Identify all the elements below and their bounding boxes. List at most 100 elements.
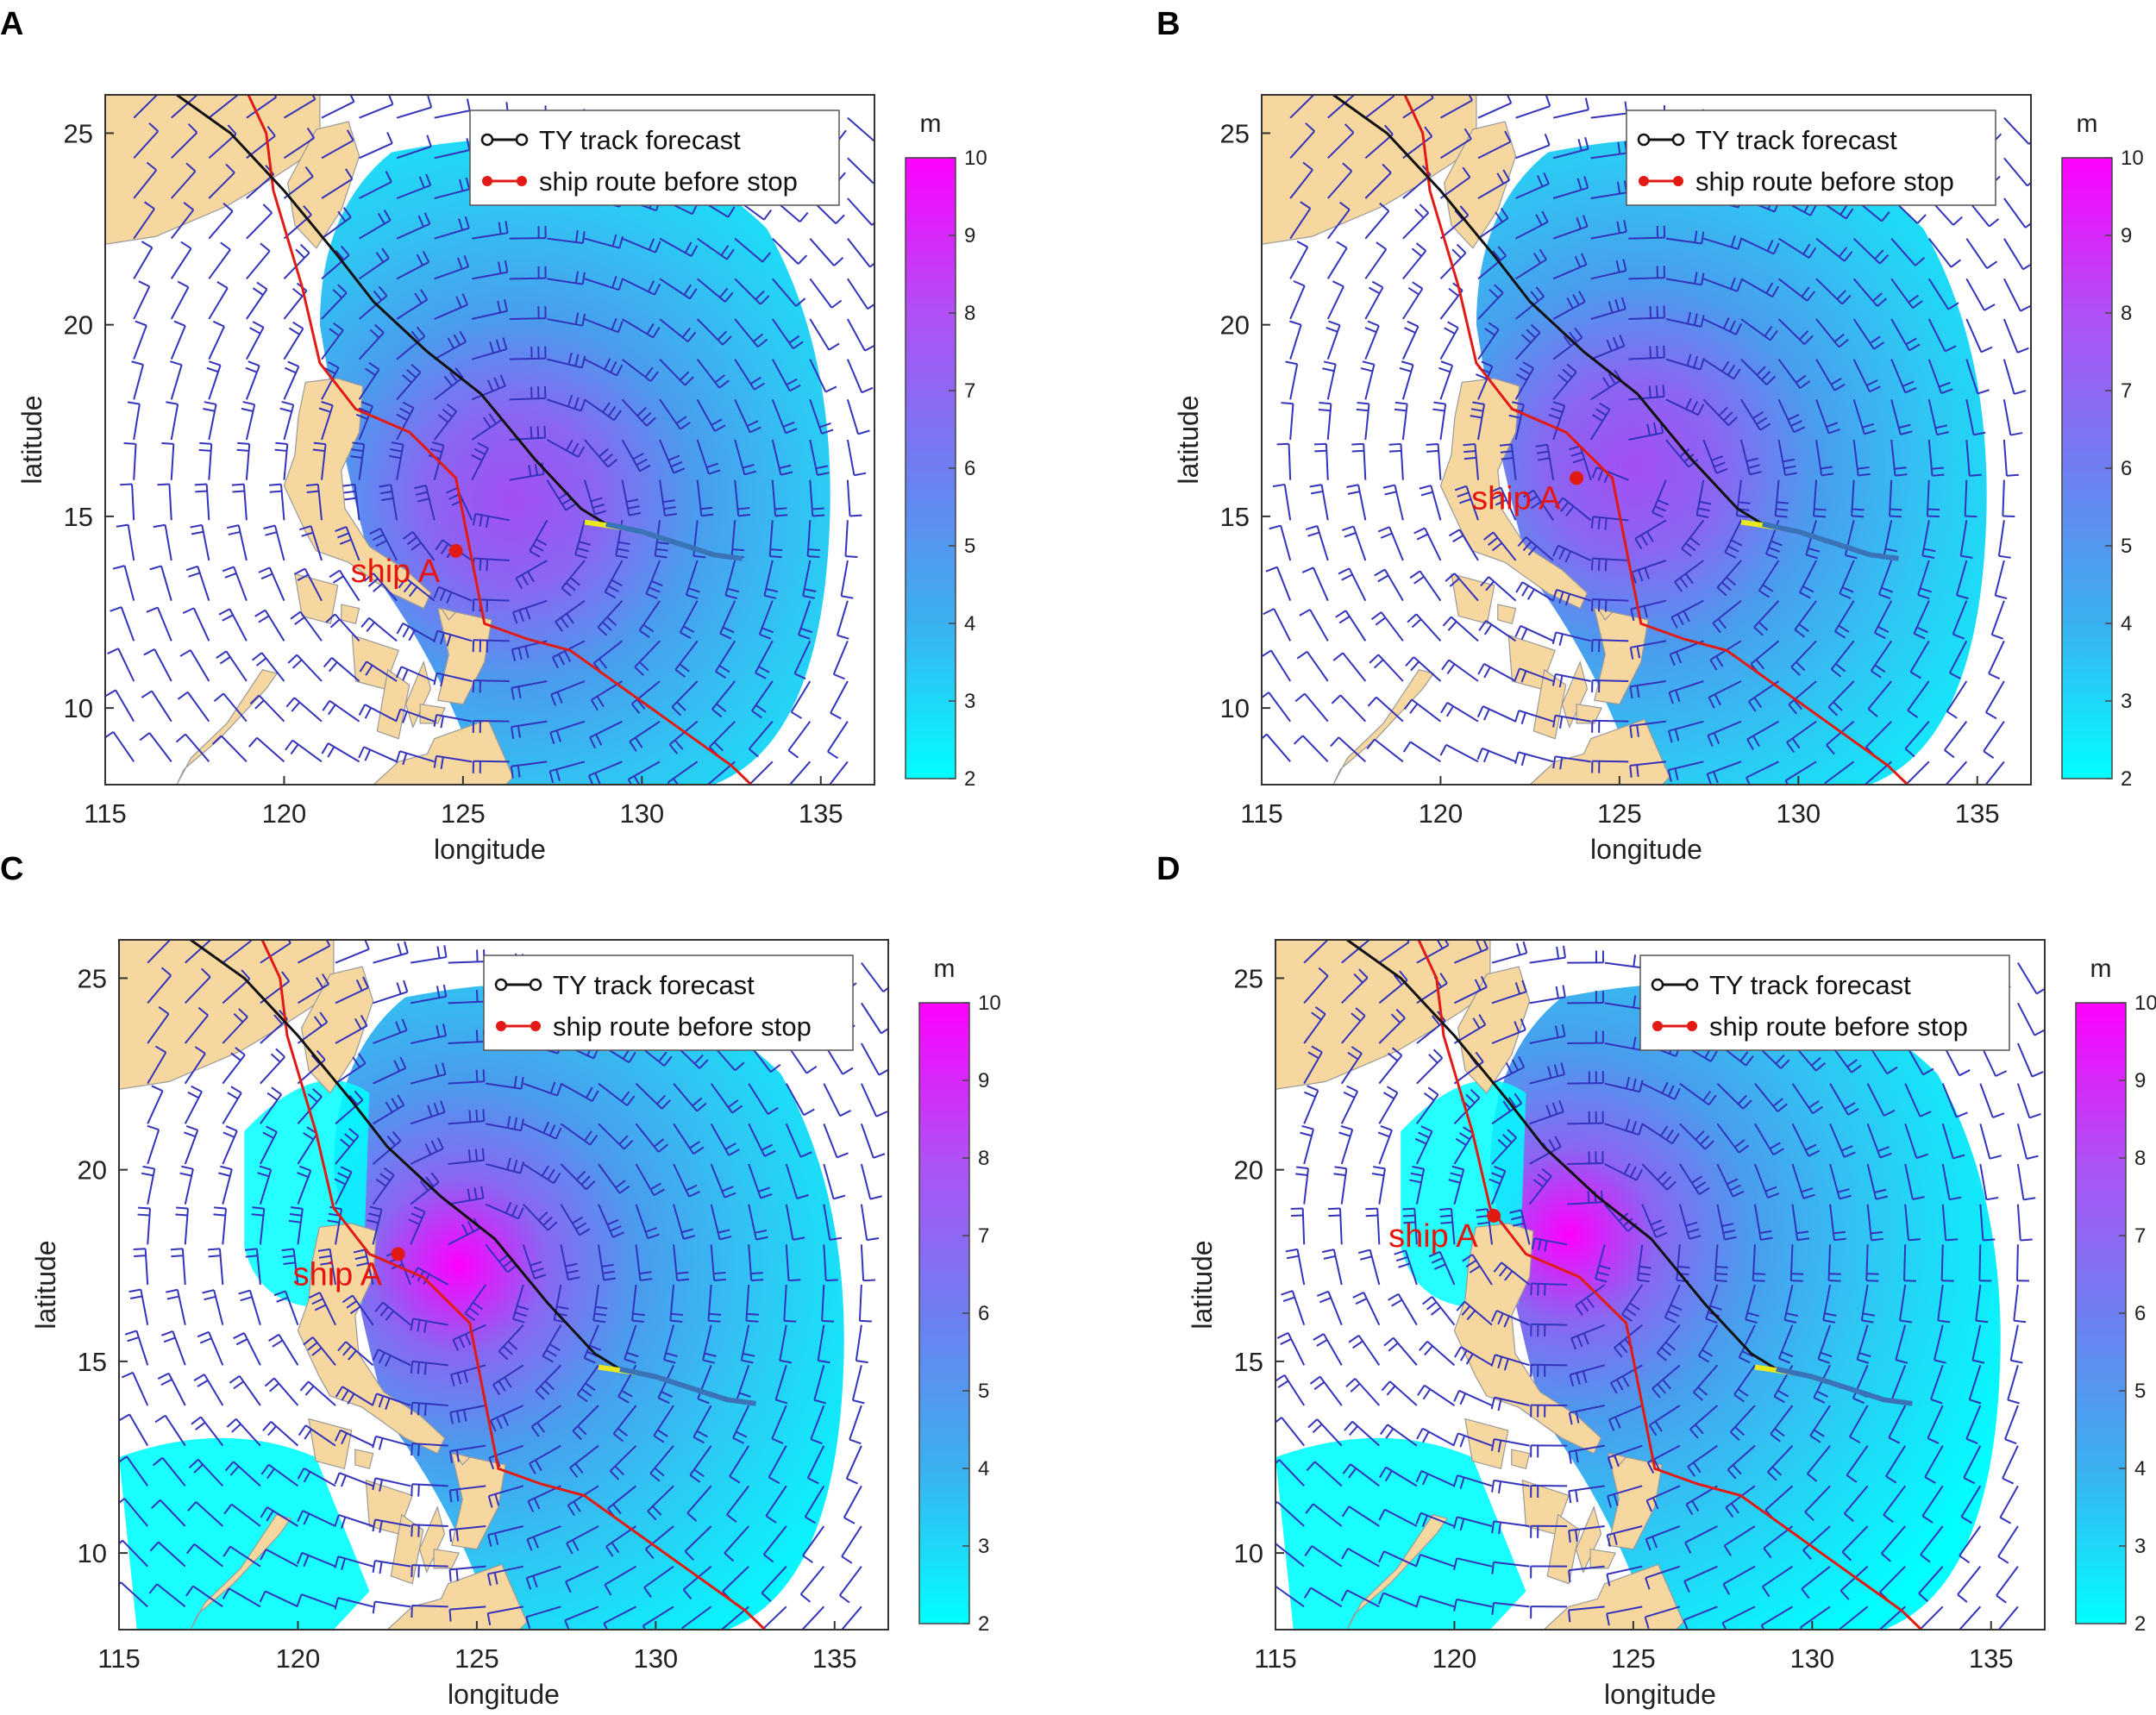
wind-barb-flag [549, 1081, 556, 1094]
wind-barb-flag [1455, 1137, 1467, 1146]
wind-barb [345, 1341, 374, 1367]
wind-barb-flag [1650, 1219, 1663, 1226]
wind-barb-flag [1493, 1261, 1502, 1273]
wind-barb-flag [473, 448, 486, 455]
wind-barb-flag [311, 1298, 323, 1305]
wind-barb-flag [810, 1438, 823, 1445]
wind-barb-flag [1575, 1489, 1579, 1503]
wind-barb-flag [1304, 1545, 1313, 1557]
wind-barb-flag [1943, 789, 1952, 797]
wind-barb-flag [373, 290, 383, 301]
wind-barb-flag [222, 203, 234, 212]
wind-barb-flag [749, 376, 761, 385]
wind-barb-flag [1922, 1067, 1934, 1076]
wind-barb-flag [291, 659, 303, 669]
wind-barb-flag [1318, 967, 1329, 977]
wind-barb-flag [682, 1588, 693, 1599]
wind-barb-flag [184, 1131, 196, 1138]
y-tick-label: 10 [78, 1538, 107, 1568]
wind-barb-flag [402, 401, 415, 409]
wind-barb-flag [329, 569, 341, 578]
wind-barb-flag [175, 733, 186, 743]
wind-barb [1979, 1124, 1991, 1160]
wind-barb-flag [690, 245, 699, 257]
wind-barb-flag [139, 732, 150, 742]
wind-barb [1570, 1364, 1605, 1376]
wind-barb [1483, 662, 1517, 682]
panel-letter: D [1156, 851, 1180, 887]
wind-barb [1707, 720, 1742, 736]
wind-barb-flag [190, 523, 203, 529]
wind-barb-flag [1562, 368, 1573, 379]
wind-barb-flag [220, 241, 231, 251]
colorbar-tick-label: 8 [2121, 302, 2132, 325]
wind-barb [1984, 680, 2005, 713]
wind-barb-flag [785, 428, 798, 435]
ty-track-line [190, 940, 621, 1371]
wind-barb-flag [794, 673, 806, 680]
wind-barb-flag [1501, 1134, 1513, 1143]
wind-barb-flag [317, 1248, 330, 1252]
wind-barb-flag [1563, 335, 1572, 347]
wind-barb [1990, 600, 2005, 635]
wind-barb-flag [252, 1206, 265, 1210]
wind-barb [449, 1444, 486, 1452]
wind-barb [1384, 1508, 1418, 1527]
wind-barb-flag [1551, 673, 1557, 686]
wind-barb [410, 1148, 444, 1165]
wind-barb-flag [1438, 366, 1451, 373]
wind-barb [195, 1501, 223, 1527]
wind-barb-flag [291, 701, 301, 712]
wind-barb-flag [670, 460, 683, 468]
wind-barb [1289, 404, 1294, 441]
legend-ty-marker [480, 133, 494, 147]
wind-barb-flag [487, 379, 494, 392]
wind-barb [168, 484, 172, 521]
wind-barb-flag [856, 1360, 868, 1364]
wind-barb [1420, 1512, 1455, 1527]
wind-barb-flag [467, 1220, 474, 1232]
wind-barb-flag [577, 446, 586, 458]
wind-barb-flag [754, 382, 766, 391]
wind-barb-flag [1541, 210, 1549, 222]
wind-barb-flag [1572, 458, 1585, 464]
wind-barb-flag [716, 703, 727, 712]
wind-barb [472, 232, 508, 240]
wind-barb-flag [1648, 1424, 1658, 1436]
wind-barb-flag [202, 1289, 215, 1294]
wind-barb-flag [596, 696, 605, 707]
wind-barb [133, 169, 158, 199]
wind-barb-flag [1878, 593, 1891, 600]
wind-barb [321, 404, 334, 441]
y-tick-label: 20 [1220, 310, 1250, 341]
wind-barb-flag [1952, 633, 1965, 640]
wind-barb-flag [846, 1478, 858, 1485]
wind-barb [222, 1130, 238, 1165]
wind-barb [273, 525, 285, 561]
wind-barb-flag [1777, 1103, 1788, 1112]
wind-barb-flag [182, 607, 195, 615]
land-palawan [1346, 1514, 1449, 1630]
wind-barb [1852, 359, 1871, 392]
wind-barb-flag [506, 1264, 517, 1274]
wind-barb-flag [649, 1182, 661, 1191]
wind-barb-flag [222, 1546, 231, 1557]
wind-barb [1839, 1605, 1869, 1630]
wind-barb [1604, 961, 1641, 969]
wind-barb [1965, 399, 1975, 435]
wind-barb-flag [1945, 345, 1957, 353]
wind-barb-flag [706, 462, 718, 469]
wind-barb-flag [1322, 367, 1335, 372]
wind-barb-flag [332, 289, 343, 299]
wind-barb-flag [670, 1312, 684, 1316]
wind-barb-flag [209, 360, 221, 366]
wind-barb [841, 1525, 862, 1557]
wind-barb-flag [433, 1102, 440, 1115]
wind-barb-flag [1597, 469, 1604, 481]
wind-barb-flag [630, 703, 641, 714]
wind-barb-flag [1305, 525, 1318, 531]
wind-barb [2002, 359, 2015, 395]
wind-barb-flag [867, 303, 874, 310]
wind-barb-flag [231, 1423, 241, 1433]
